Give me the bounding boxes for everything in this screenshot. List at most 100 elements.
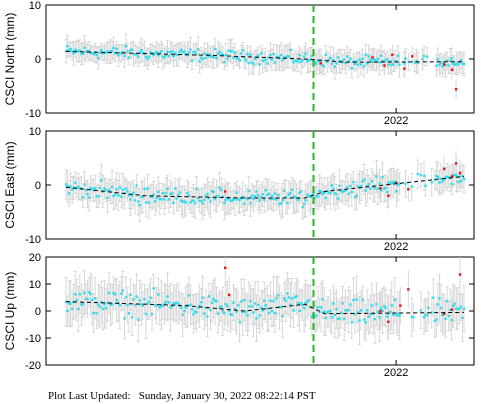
data-points — [64, 266, 466, 324]
flagged-point — [387, 194, 390, 197]
data-point — [385, 315, 389, 318]
data-point — [347, 60, 350, 63]
data-point — [415, 60, 418, 63]
data-point — [93, 51, 97, 55]
data-point — [81, 302, 85, 306]
data-point — [301, 304, 304, 307]
data-point — [149, 50, 152, 54]
data-point — [459, 58, 463, 62]
data-point — [295, 295, 298, 298]
data-point — [296, 60, 300, 63]
data-point — [107, 188, 111, 192]
data-point — [132, 191, 135, 195]
flagged-point — [319, 62, 322, 65]
data-point — [445, 299, 449, 303]
data-point — [143, 187, 146, 191]
data-point — [90, 298, 94, 302]
data-point — [378, 61, 381, 64]
data-point — [203, 312, 206, 315]
data-point — [137, 318, 140, 321]
data-point — [453, 302, 456, 305]
data-point — [253, 57, 257, 60]
data-point — [161, 304, 165, 308]
data-point — [425, 55, 429, 58]
data-point — [244, 196, 247, 200]
data-point — [169, 192, 172, 196]
data-point — [106, 196, 109, 200]
data-point — [172, 302, 175, 305]
data-point — [359, 309, 363, 312]
data-point — [381, 309, 384, 312]
data-point — [332, 59, 335, 62]
data-point — [281, 198, 284, 202]
data-point — [276, 55, 280, 59]
data-point — [233, 307, 237, 311]
data-point — [100, 179, 103, 182]
data-point — [301, 58, 304, 62]
data-point — [120, 195, 123, 198]
data-point — [306, 300, 309, 303]
data-point — [138, 299, 141, 302]
data-point — [196, 48, 200, 51]
data-point — [126, 303, 129, 307]
data-point — [127, 56, 131, 59]
data-point — [298, 191, 301, 195]
data-point — [72, 52, 75, 55]
data-point — [393, 59, 397, 63]
data-point — [133, 199, 137, 202]
data-point — [444, 176, 447, 179]
data-point — [172, 201, 175, 205]
data-point — [132, 52, 135, 56]
data-point — [442, 178, 446, 181]
data-point — [349, 57, 352, 60]
data-point — [147, 201, 151, 204]
data-point — [243, 202, 246, 205]
data-point — [295, 196, 298, 200]
data-point — [330, 62, 334, 65]
data-point — [64, 183, 68, 186]
data-point — [167, 301, 171, 304]
data-point — [287, 193, 291, 196]
data-point — [269, 299, 272, 302]
y-tick-label: 0 — [35, 306, 41, 318]
data-point — [150, 51, 154, 55]
data-point — [355, 60, 358, 63]
data-point — [430, 180, 433, 184]
data-point — [376, 57, 380, 61]
data-point — [390, 304, 393, 307]
x-tick-label-2022: 2022 — [384, 241, 408, 253]
data-point — [344, 189, 347, 192]
flagged-point — [391, 53, 394, 56]
data-point — [226, 304, 229, 308]
data-point — [104, 307, 108, 310]
x-tick-label-2022: 2022 — [384, 115, 408, 127]
data-point — [90, 187, 94, 190]
data-point — [322, 191, 326, 194]
data-point — [444, 317, 447, 320]
data-point — [253, 302, 257, 305]
data-point — [385, 58, 389, 61]
data-point — [448, 59, 452, 63]
data-point — [309, 195, 312, 198]
data-point — [129, 293, 132, 296]
data-point — [252, 311, 255, 314]
data-point — [352, 298, 355, 302]
data-point — [204, 56, 208, 60]
data-point — [324, 53, 327, 57]
data-point — [250, 305, 254, 308]
data-point — [120, 52, 123, 55]
data-point — [100, 48, 103, 52]
data-point — [83, 46, 86, 49]
data-point — [327, 191, 330, 194]
data-point — [267, 311, 271, 315]
data-point — [130, 316, 134, 319]
data-point — [289, 303, 292, 306]
data-point — [299, 60, 303, 63]
data-point — [97, 303, 100, 307]
data-point — [378, 182, 381, 185]
data-point — [81, 52, 85, 55]
flagged-point — [442, 312, 446, 315]
data-point — [227, 197, 231, 201]
data-point — [101, 52, 105, 55]
data-point — [180, 48, 183, 52]
